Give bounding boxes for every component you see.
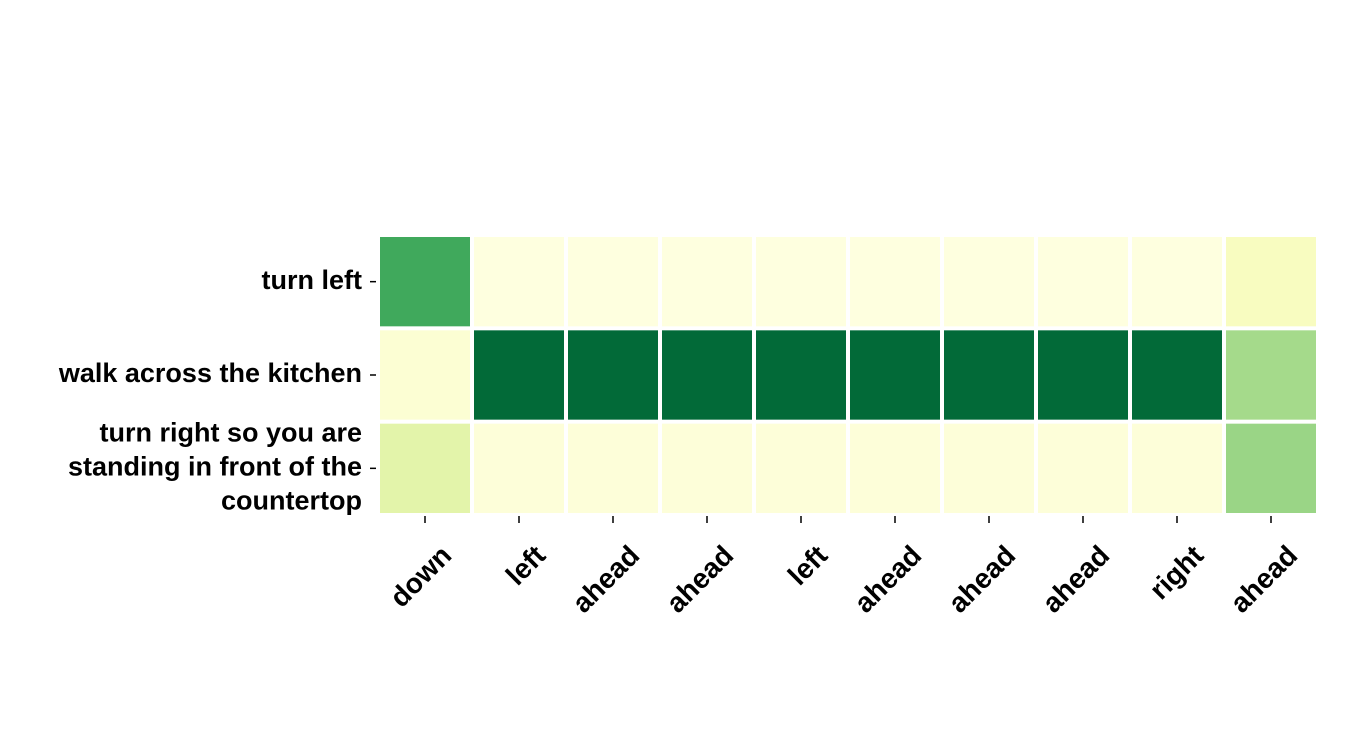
heatmap-cell-r0-c3 — [662, 237, 752, 327]
heatmap-cell-r0-c0 — [380, 237, 470, 327]
heatmap-cell-r1-c1 — [474, 330, 564, 420]
heatmap-cell-r0-c2 — [568, 237, 658, 327]
heatmap-cell-r0-c8 — [1132, 237, 1222, 327]
col-label-9: ahead — [1224, 539, 1303, 618]
col-label-5: ahead — [848, 539, 927, 618]
col-label-1: left — [500, 539, 552, 591]
heatmap-cell-r0-c4 — [756, 237, 846, 327]
heatmap-cell-r1-c0 — [380, 330, 470, 420]
heatmap-cell-r2-c9 — [1226, 423, 1316, 513]
heatmap-cell-r2-c7 — [1038, 423, 1128, 513]
heatmap-cell-r1-c9 — [1226, 330, 1316, 420]
heatmap-cell-r1-c3 — [662, 330, 752, 420]
heatmap-cell-r0-c7 — [1038, 237, 1128, 327]
row-label-2-line-0: turn right so you are — [99, 417, 362, 447]
heatmap-cell-r1-c2 — [568, 330, 658, 420]
col-label-6: ahead — [942, 539, 1021, 618]
row-label-2-line-1: standing in front of the — [68, 451, 362, 481]
column-labels: down left ahead ahead left ahead ahead ahead rig… — [384, 516, 1303, 619]
row-label-2-line-2: countertop — [221, 485, 362, 515]
heatmap-cell-r0-c1 — [474, 237, 564, 327]
heatmap-cell-r2-c8 — [1132, 423, 1222, 513]
col-label-3: ahead — [660, 539, 739, 618]
heatmap-cell-r1-c5 — [850, 330, 940, 420]
heatmap-cell-r1-c8 — [1132, 330, 1222, 420]
heatmap-cell-r2-c3 — [662, 423, 752, 513]
col-label-0: down — [384, 539, 458, 613]
heatmap-cell-r2-c6 — [944, 423, 1034, 513]
heatmap-cell-r1-c6 — [944, 330, 1034, 420]
col-label-4: left — [782, 539, 834, 591]
row-label-1: walk across the kitchen — [58, 358, 362, 388]
heatmap-cell-r2-c4 — [756, 423, 846, 513]
heatmap-cell-r0-c6 — [944, 237, 1034, 327]
heatmap-cell-r0-c9 — [1226, 237, 1316, 327]
row-labels: turn left walk across the kitchen turn rig… — [58, 265, 376, 515]
heatmap-cell-r2-c0 — [380, 423, 470, 513]
heatmap-cell-r2-c1 — [474, 423, 564, 513]
heatmap-cell-r0-c5 — [850, 237, 940, 327]
heatmap-cell-r2-c2 — [568, 423, 658, 513]
heatmap-cells — [380, 237, 1316, 513]
col-label-2: ahead — [566, 539, 645, 618]
heatmap-cell-r2-c5 — [850, 423, 940, 513]
col-label-8: right — [1143, 539, 1209, 605]
heatmap-cell-r1-c7 — [1038, 330, 1128, 420]
col-label-7: ahead — [1036, 539, 1115, 618]
heatmap-cell-r1-c4 — [756, 330, 846, 420]
row-label-0: turn left — [262, 265, 363, 295]
